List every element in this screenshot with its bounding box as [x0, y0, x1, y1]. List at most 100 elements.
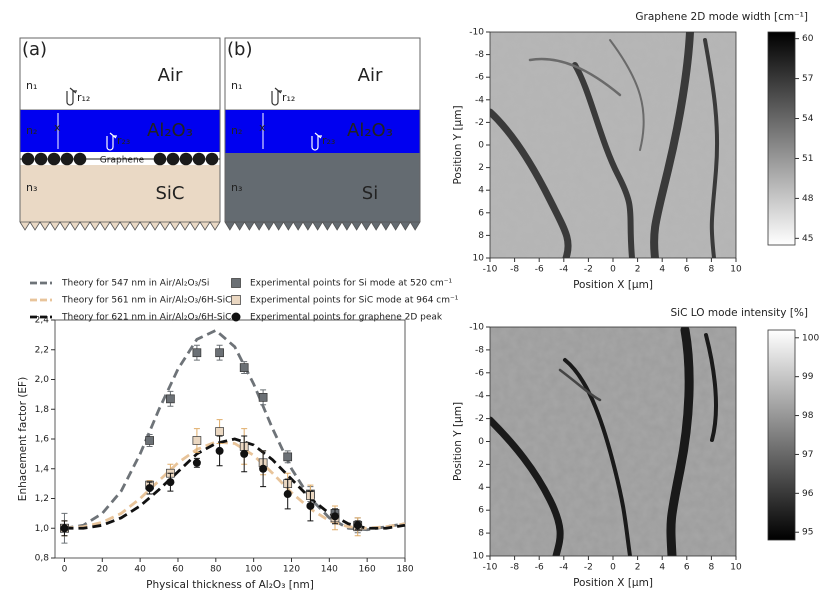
substrate-layer	[225, 153, 420, 222]
x-tick-label: 40	[134, 565, 146, 575]
legend-swatch	[232, 313, 241, 322]
y-tick-label: -10	[469, 323, 484, 333]
y-tick-label: -10	[469, 28, 484, 38]
data-point	[146, 484, 154, 492]
graphene-atom	[22, 153, 35, 166]
colorbar-tick-label: 98	[802, 411, 814, 421]
coefficient-label: r₂₃	[322, 134, 335, 147]
y-tick-label: 1,6	[35, 435, 50, 445]
chart-title: SiC LO mode intensity [%]	[671, 307, 808, 319]
y-tick-label: 2,2	[35, 345, 49, 355]
y-tick-label: 2,0	[35, 375, 50, 385]
colorbar	[768, 330, 795, 540]
data-point	[166, 478, 174, 486]
x-tick-label: 100	[245, 565, 262, 575]
legend-label: Theory for 621 nm in Air/Al₂O₃/6H-SiC	[61, 313, 231, 323]
colorbar-tick-label: 51	[802, 154, 813, 164]
y-tick-label: 4	[478, 186, 484, 196]
y-tick-label: 10	[473, 254, 485, 264]
data-point	[166, 395, 174, 403]
colorbar-tick-label: 54	[802, 114, 814, 124]
graphene-atom	[48, 153, 61, 166]
x-tick-label: -4	[559, 563, 568, 573]
thickness-label: x	[54, 121, 61, 134]
substrate-layer	[20, 165, 220, 222]
data-point	[240, 364, 248, 372]
data-point	[259, 465, 267, 473]
y-tick-label: -4	[475, 391, 484, 401]
colorbar	[768, 32, 795, 245]
y-tick-label: 10	[473, 552, 485, 562]
air-layer	[225, 38, 420, 110]
graphene-atom	[180, 153, 193, 166]
figure: Graphene(a)Airn₁r₁₂n₂xAl₂O₃r₂₃n₃SiC(b)Ai…	[0, 0, 826, 601]
data-point	[354, 521, 362, 529]
data-point	[193, 349, 201, 357]
x-tick-label: 8	[709, 265, 715, 275]
y-tick-label: 0,8	[35, 554, 50, 564]
colorbar-tick-label: 100	[802, 333, 819, 343]
panel-label: (b)	[227, 39, 252, 60]
colorbar-tick-label: 95	[802, 528, 813, 538]
colorbar-tick-label: 96	[802, 489, 814, 499]
index-label: n₂	[231, 124, 242, 137]
x-tick-label: -4	[559, 265, 568, 275]
graphene-atom	[154, 153, 167, 166]
substrate-edge	[225, 222, 420, 230]
x-tick-label: 6	[684, 563, 690, 573]
interface-label: Graphene	[100, 156, 145, 166]
index-label: n₁	[26, 79, 37, 92]
x-tick-label: 2	[635, 563, 641, 573]
graphene-atom	[167, 153, 180, 166]
data-point	[216, 428, 224, 436]
x-tick-label: 10	[730, 563, 742, 573]
y-axis-label: Enhacement factor (EF)	[17, 377, 29, 501]
y-tick-label: 2	[478, 460, 484, 470]
x-axis-label: Physical thickness of Al₂O₃ [nm]	[146, 579, 314, 591]
x-axis-label: Position X [µm]	[573, 577, 653, 589]
y-tick-label: 4	[478, 483, 484, 493]
substrate-edge	[20, 222, 220, 230]
chart-title: Graphene 2D mode width [cm⁻¹]	[635, 11, 808, 23]
x-tick-label: 60	[172, 565, 184, 575]
x-tick-label: 0	[610, 265, 616, 275]
y-tick-label: -2	[475, 414, 484, 424]
y-tick-label: 2	[478, 163, 484, 173]
colorbar-tick-label: 45	[802, 234, 813, 244]
y-tick-label: 6	[478, 208, 484, 218]
data-point	[284, 490, 292, 498]
y-tick-label: 1,4	[35, 464, 50, 474]
y-tick-label: 1,8	[35, 405, 50, 415]
y-tick-label: -4	[475, 95, 484, 105]
x-tick-label: -2	[584, 563, 593, 573]
y-tick-label: 8	[478, 231, 484, 241]
data-point	[284, 453, 292, 461]
y-tick-label: 1,2	[35, 494, 49, 504]
y-tick-label: -2	[475, 118, 484, 128]
x-tick-label: -8	[510, 563, 519, 573]
data-point	[331, 512, 339, 520]
x-tick-label: 140	[321, 565, 338, 575]
substrate-label: Si	[362, 183, 378, 204]
x-tick-label: 4	[659, 265, 665, 275]
y-tick-label: -6	[475, 73, 484, 83]
data-point	[306, 502, 314, 510]
data-point	[60, 524, 68, 532]
data-point	[193, 436, 201, 444]
x-axis-label: Position X [µm]	[573, 279, 653, 291]
x-tick-label: -10	[483, 265, 498, 275]
graphene-atom	[61, 153, 74, 166]
x-tick-label: 80	[210, 565, 222, 575]
map-image	[490, 32, 736, 258]
legend-label: Theory for 561 nm in Air/Al₂O₃/6H-SiC	[61, 296, 231, 306]
y-axis-label: Position Y [µm]	[452, 105, 464, 184]
substrate-label: SiC	[156, 183, 185, 204]
data-point	[146, 436, 154, 444]
legend-label: Theory for 547 nm in Air/Al₂O₃/Si	[61, 279, 209, 289]
x-tick-label: 120	[283, 565, 300, 575]
y-tick-label: 6	[478, 506, 484, 516]
colorbar-tick-label: 60	[802, 34, 814, 44]
legend-label: Experimental points for SiC mode at 964 …	[250, 296, 459, 306]
theory-curve	[64, 330, 405, 529]
x-tick-label: -8	[510, 265, 519, 275]
